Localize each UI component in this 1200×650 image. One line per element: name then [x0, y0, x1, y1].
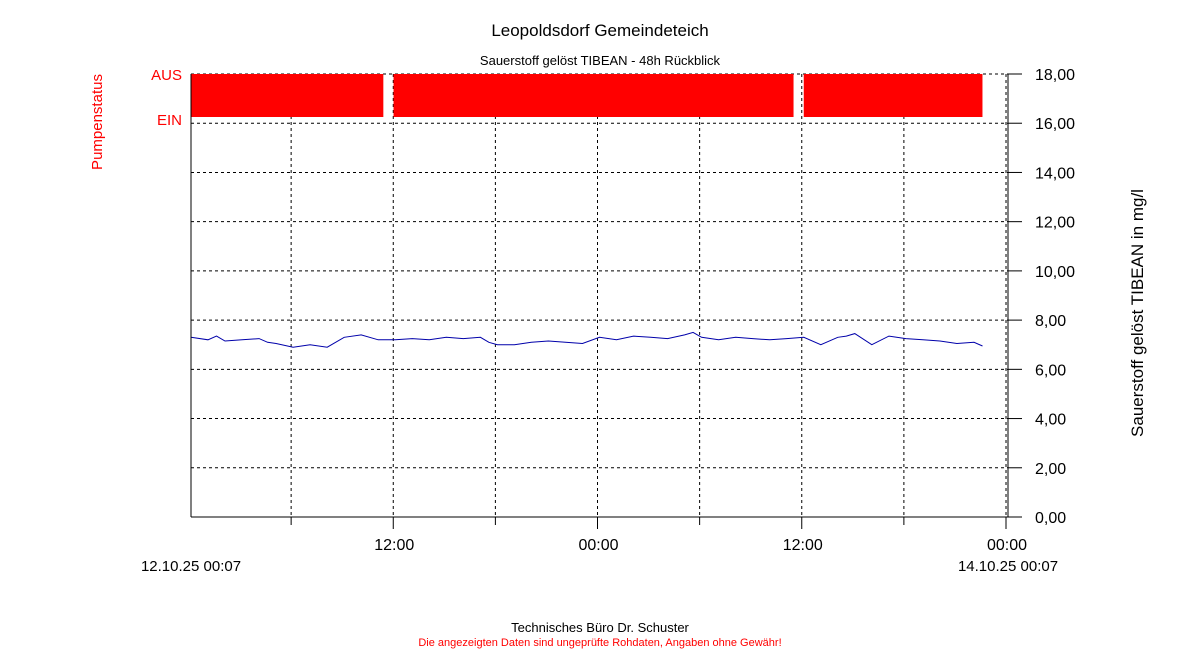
x-end-label: 14.10.25 00:07 — [958, 558, 1058, 575]
pump-state-aus: AUS — [151, 67, 182, 84]
x-tick-label: 12:00 — [783, 537, 823, 554]
y-tick-label: 10,00 — [1035, 264, 1075, 281]
pump-state-ein: EIN — [157, 112, 182, 129]
x-tick-label: 00:00 — [987, 537, 1027, 554]
pump-on-bar — [803, 74, 983, 117]
series-layer — [190, 331, 983, 348]
y-tick-labels: 0,00 2,00 4,00 6,00 8,00 10,00 12,00 14,00 16,00… — [1035, 67, 1075, 527]
footer-disclaimer: Die angezeigten Daten sind ungeprüfte Ro… — [418, 637, 781, 649]
pump-status-label: Pumpenstatus — [89, 74, 106, 170]
chart-title: Leopoldsdorf Gemeindeteich — [491, 21, 708, 40]
y-tick-label: 8,00 — [1035, 313, 1066, 330]
chart-subtitle: Sauerstoff gelöst TIBEAN - 48h Rückblick — [480, 53, 721, 68]
y-tick-label: 12,00 — [1035, 215, 1075, 232]
y-tick-label: 16,00 — [1035, 116, 1075, 133]
x-start-label: 12.10.25 00:07 — [141, 558, 241, 575]
y-tick-label: 6,00 — [1035, 362, 1066, 379]
pump-status-bars — [191, 74, 983, 117]
y-tick-label: 4,00 — [1035, 412, 1066, 429]
x-tick-labels: 12:00 00:00 12:00 00:00 — [374, 537, 1027, 554]
y-tick-label: 2,00 — [1035, 461, 1066, 478]
axes — [190, 73, 1022, 529]
y-tick-label: 18,00 — [1035, 67, 1075, 84]
grid — [191, 73, 1008, 517]
y-axis-label: Sauerstoff gelöst TIBEAN in mg/l — [1128, 189, 1147, 437]
pump-on-bar — [393, 74, 794, 117]
y-tick-label: 14,00 — [1035, 165, 1075, 182]
pump-on-bar — [191, 74, 384, 117]
x-tick-label: 00:00 — [578, 537, 618, 554]
footer-company: Technisches Büro Dr. Schuster — [511, 620, 689, 635]
y-tick-label: 0,00 — [1035, 510, 1066, 527]
series-line — [190, 331, 983, 348]
x-tick-label: 12:00 — [374, 537, 414, 554]
